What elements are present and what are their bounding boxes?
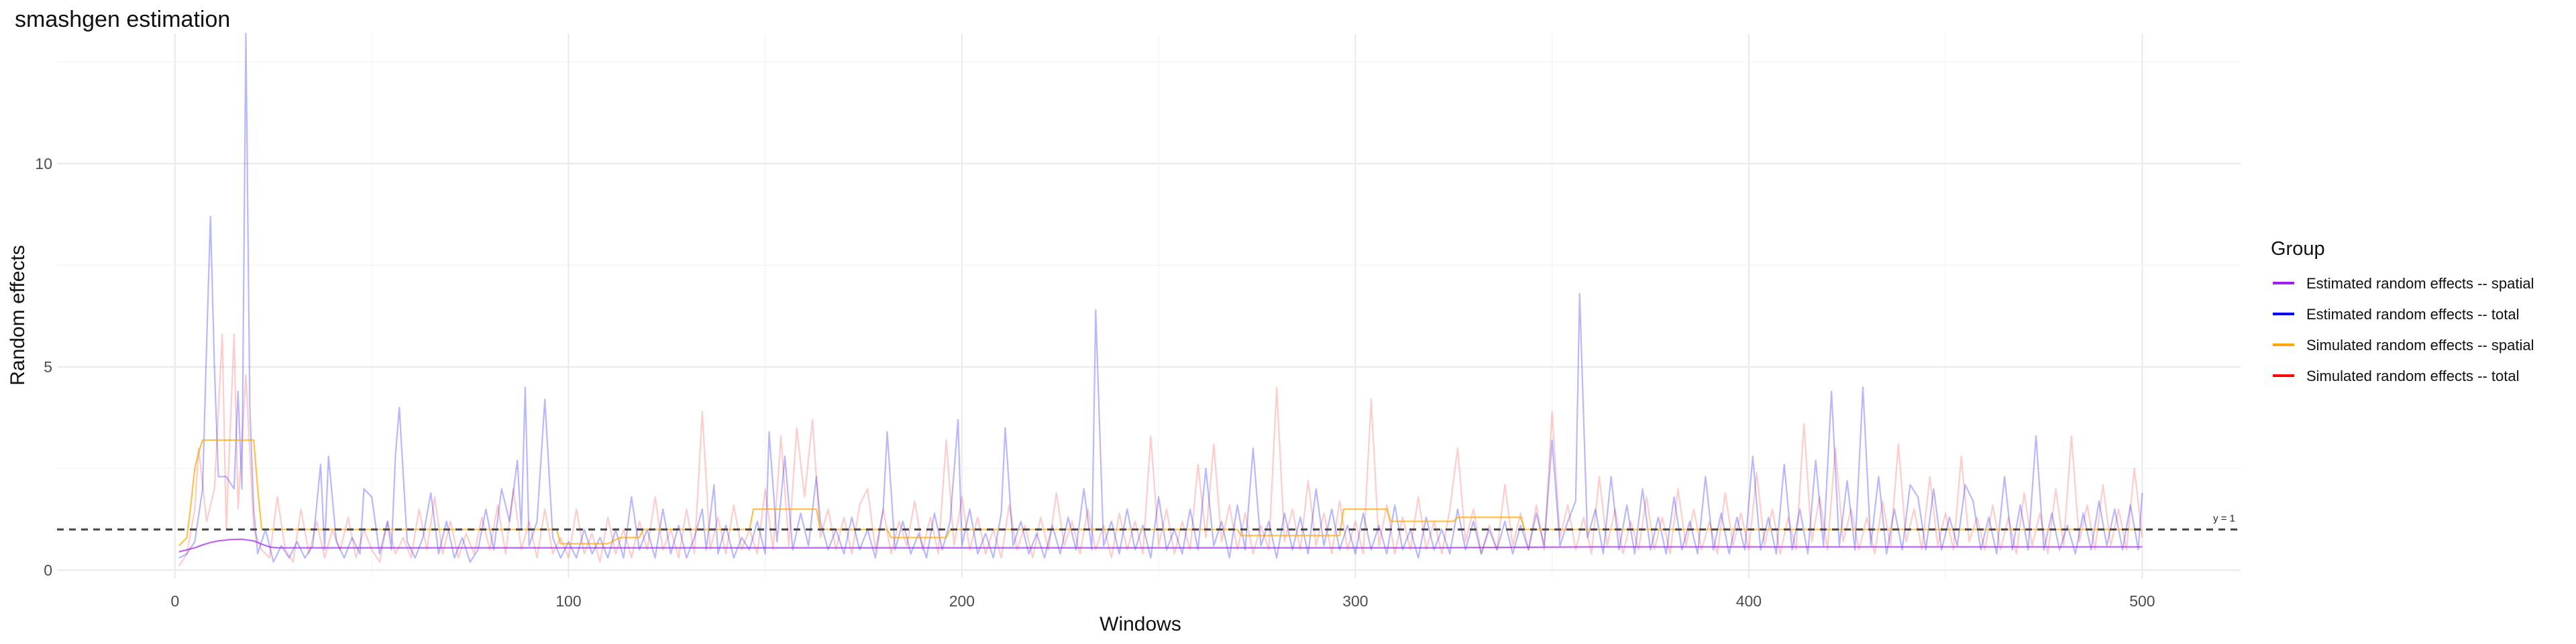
x-tick-label: 0 [171, 592, 180, 610]
reference-line: y = 1 [57, 513, 2241, 531]
series-line-3 [178, 333, 2143, 567]
x-tick-label: 200 [949, 592, 975, 610]
legend: Group Estimated random effects -- spatia… [2271, 238, 2534, 384]
series-line-2 [178, 439, 2143, 547]
x-tick-label: 100 [555, 592, 581, 610]
chart-title: smashgen estimation [15, 7, 230, 32]
y-tick-label: 5 [44, 358, 52, 376]
grid [57, 34, 2241, 578]
x-tick-label: 400 [1736, 592, 1762, 610]
series-layer [178, 32, 2143, 567]
y-axis-title: Random effects [7, 245, 29, 386]
x-tick-label: 500 [2129, 592, 2155, 610]
series-line-1 [178, 32, 2143, 563]
legend-title: Group [2271, 238, 2325, 260]
x-axis-title: Windows [1099, 613, 1181, 635]
x-tick-label: 300 [1342, 592, 1368, 610]
legend-label: Estimated random effects -- total [2306, 306, 2520, 323]
axis-ticks: 0 100 200 300 400 500 0 5 10 [35, 155, 2155, 610]
y-tick-label: 10 [35, 155, 52, 172]
legend-label: Simulated random effects -- spatial [2306, 337, 2534, 354]
legend-label: Estimated random effects -- spatial [2306, 275, 2534, 292]
reference-line-label: y = 1 [2213, 513, 2235, 524]
y-tick-label: 0 [44, 561, 52, 579]
legend-label: Simulated random effects -- total [2306, 368, 2520, 384]
series-line-0 [178, 538, 2143, 553]
